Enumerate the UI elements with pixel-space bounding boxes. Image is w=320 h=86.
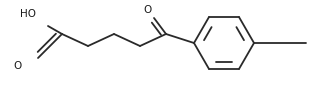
Text: O: O [14, 61, 22, 71]
Text: HO: HO [20, 9, 36, 19]
Text: O: O [144, 5, 152, 15]
